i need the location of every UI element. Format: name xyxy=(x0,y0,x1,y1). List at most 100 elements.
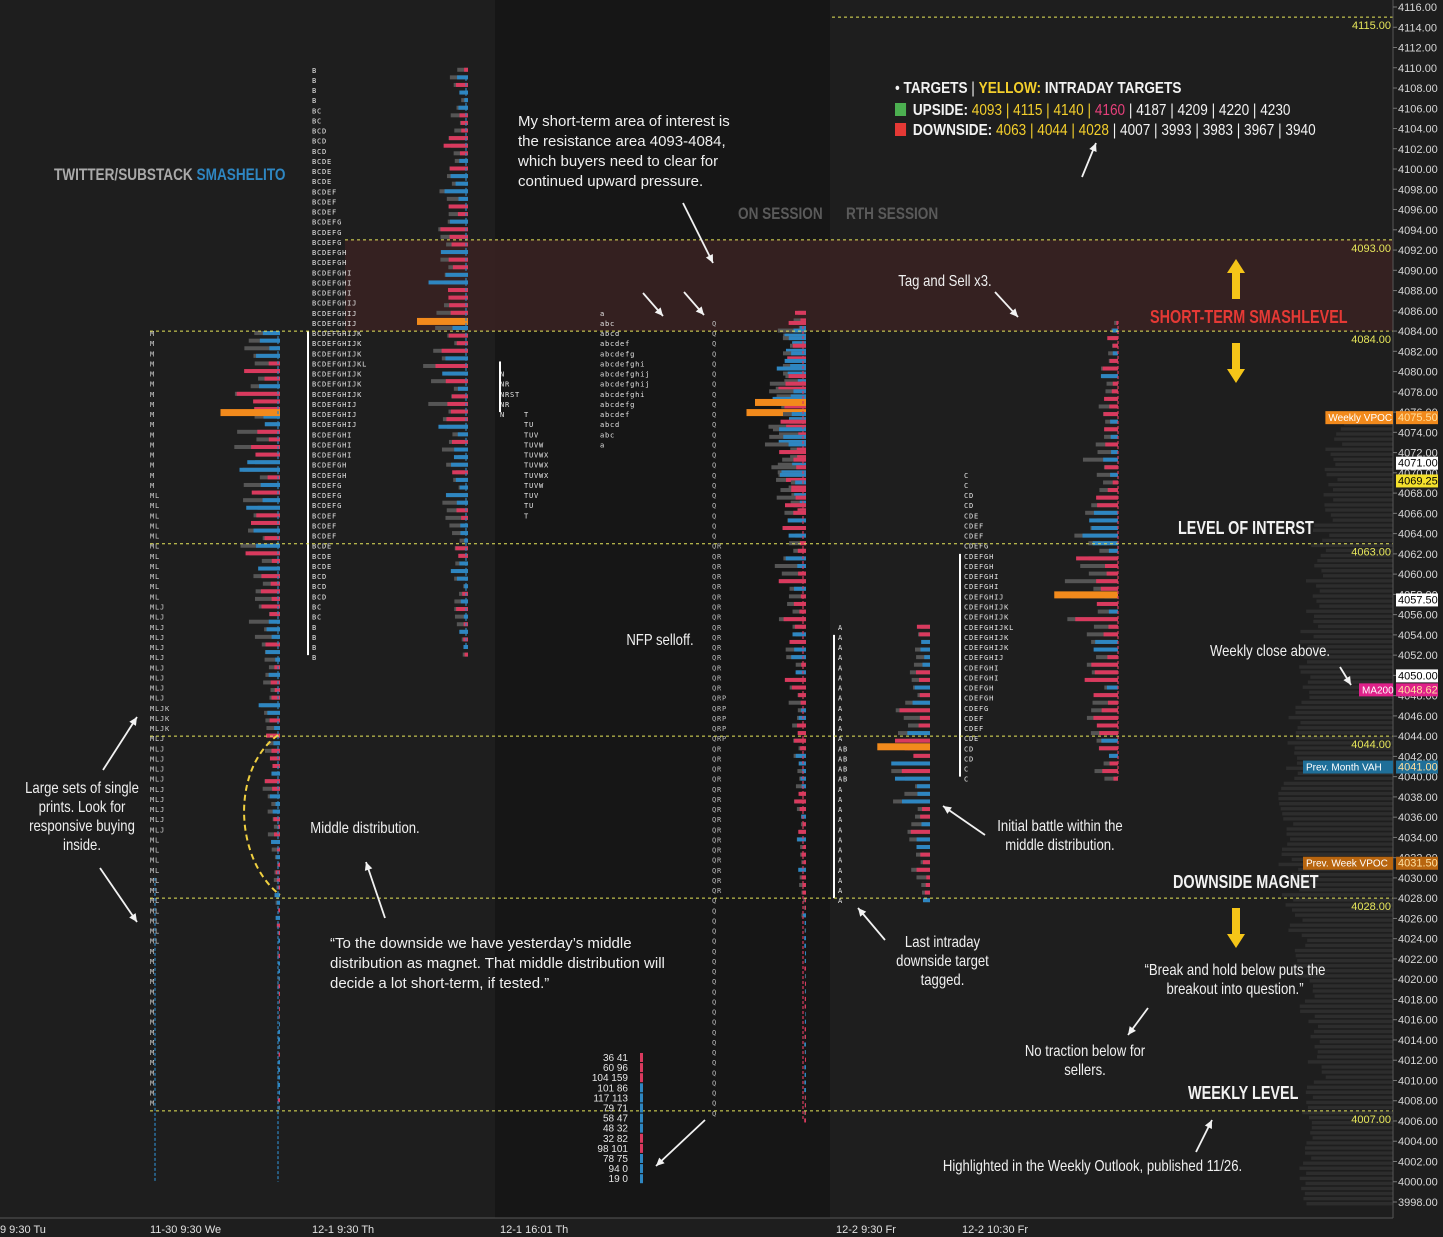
tpo-row: Q xyxy=(712,482,717,490)
composite-profile-bar xyxy=(1305,1090,1393,1095)
tpo-row: MLJK xyxy=(150,715,170,723)
composite-profile-bar xyxy=(1304,1191,1393,1196)
tpo-row: B xyxy=(312,644,317,652)
delta-bar xyxy=(454,447,468,452)
tpo-row: Q xyxy=(712,320,717,328)
delta-bar xyxy=(804,966,806,971)
delta-bar xyxy=(278,938,280,943)
level-label: 4028.00 xyxy=(1351,901,1391,913)
delta-bar xyxy=(278,946,280,951)
delta-bar xyxy=(458,386,468,391)
tpo-row: M xyxy=(150,1009,155,1017)
delta-bar xyxy=(894,776,930,781)
delta-bar xyxy=(459,90,468,95)
price-tick-label: 4068.00 xyxy=(1398,488,1438,500)
delta-row: 78 75 xyxy=(603,1154,628,1165)
price-axis[interactable]: 4116.00 4114.00 4112.00 4110.00 4108.00 4106.… xyxy=(1303,0,1438,1218)
delta-bar xyxy=(910,829,930,834)
delta-bar xyxy=(805,1103,806,1108)
time-axis[interactable]: 9 9:30 Tu 11-30 9:30 We 12-1 9:30 Th 12-1 1… xyxy=(0,1217,1393,1236)
delta-bar xyxy=(452,326,468,331)
tpo-row: BCDEF xyxy=(312,522,337,530)
delta-bar xyxy=(788,533,806,538)
price-tick-label: 4024.00 xyxy=(1398,934,1438,946)
delta-bar xyxy=(451,462,468,467)
smashlevel-label: SHORT-TERM SMASHLEVEL xyxy=(1150,307,1348,327)
delta-bar xyxy=(461,515,468,520)
composite-profile-bar xyxy=(1335,462,1393,467)
tpo-row: ML xyxy=(150,917,160,925)
delta-bar xyxy=(804,996,806,1001)
price-tick-label: 4006.00 xyxy=(1398,1116,1438,1128)
tpo-row: BCDE xyxy=(312,158,332,166)
delta-bar xyxy=(253,399,280,404)
delta-bar xyxy=(1099,746,1118,751)
price-tick-label: 4066.00 xyxy=(1398,508,1438,520)
tpo-row: BCD xyxy=(312,573,327,581)
tpo-row: M xyxy=(150,958,155,966)
delta-bar xyxy=(270,581,280,586)
delta-bar xyxy=(802,890,806,895)
tpo-row: M xyxy=(150,1100,155,1108)
tpo-row: Q xyxy=(712,462,717,470)
tpo-row: Q xyxy=(712,938,717,946)
tpo-row: TU xyxy=(524,421,534,429)
delta-bar xyxy=(801,875,806,880)
delta-bar xyxy=(453,455,468,460)
delta-bar xyxy=(804,958,806,963)
tpo-row: Q xyxy=(712,1069,717,1077)
delta-bar xyxy=(268,619,280,624)
delta-bar xyxy=(793,457,806,462)
delta-bar xyxy=(794,738,806,743)
delta-bar xyxy=(1107,655,1118,660)
composite-profile-bar xyxy=(1278,796,1393,801)
price-tick-label: 4108.00 xyxy=(1398,83,1438,95)
price-tick-label: 4044.00 xyxy=(1398,731,1438,743)
delta-marker xyxy=(640,1133,643,1143)
volume-bar xyxy=(1114,320,1118,325)
composite-profile-bar xyxy=(1336,432,1393,436)
delta-bar xyxy=(891,761,930,766)
tpo-row: BCDEFGHIJ xyxy=(312,310,357,318)
composite-profile-bar xyxy=(1306,1085,1393,1089)
tpo-row: A xyxy=(838,685,843,693)
upside-square-icon xyxy=(895,103,907,116)
tpo-row: BCD xyxy=(312,148,327,156)
composite-profile-bar xyxy=(1288,928,1393,932)
level-label: 4115.00 xyxy=(1352,20,1391,32)
tpo-row: BCDEFGHIJK xyxy=(312,391,362,399)
delta-row: 19 0 xyxy=(609,1174,629,1185)
delta-bar xyxy=(805,981,806,986)
price-tick-label: 4056.00 xyxy=(1398,610,1438,622)
delta-bar xyxy=(792,632,806,637)
delta-bar xyxy=(796,465,806,470)
grid-layer xyxy=(345,239,1393,332)
tpo-row: M xyxy=(150,482,155,490)
delta-bar xyxy=(1103,412,1118,417)
tpo-row: TUVWX xyxy=(524,452,549,460)
tpo-row: ML xyxy=(150,522,160,530)
tpo-row: M xyxy=(150,462,155,470)
delta-bar xyxy=(275,657,280,662)
time-label: 12-2 9:30 Fr xyxy=(836,1224,896,1236)
tpo-row: QR xyxy=(712,766,722,774)
delta-marker xyxy=(640,1164,643,1174)
delta-bar xyxy=(805,1095,806,1100)
tpo-row: Q xyxy=(712,958,717,966)
tpo-row: Q xyxy=(712,381,717,389)
volume-bar xyxy=(456,622,468,627)
delta-bar xyxy=(787,356,806,361)
volume-bar xyxy=(904,791,930,796)
tpo-row: MLJ xyxy=(150,755,165,763)
time-label: 11-30 9:30 We xyxy=(150,1224,221,1236)
tpo-row: QR xyxy=(712,796,722,804)
delta-bar xyxy=(789,639,806,644)
tpo-row: N xyxy=(500,411,505,419)
delta-row: 117 113 xyxy=(593,1093,628,1104)
delta-bar xyxy=(924,655,930,660)
delta-bar xyxy=(253,528,280,533)
tpo-row: Q xyxy=(712,340,717,348)
composite-profile-bar xyxy=(1324,503,1393,507)
tpo-column-8: CCCDCDCDECDEFCDEFCDEFGCDEFGHCDEFGHCDEFGH… xyxy=(964,472,1013,784)
tpo-row: BCDEFGHI xyxy=(312,441,352,449)
